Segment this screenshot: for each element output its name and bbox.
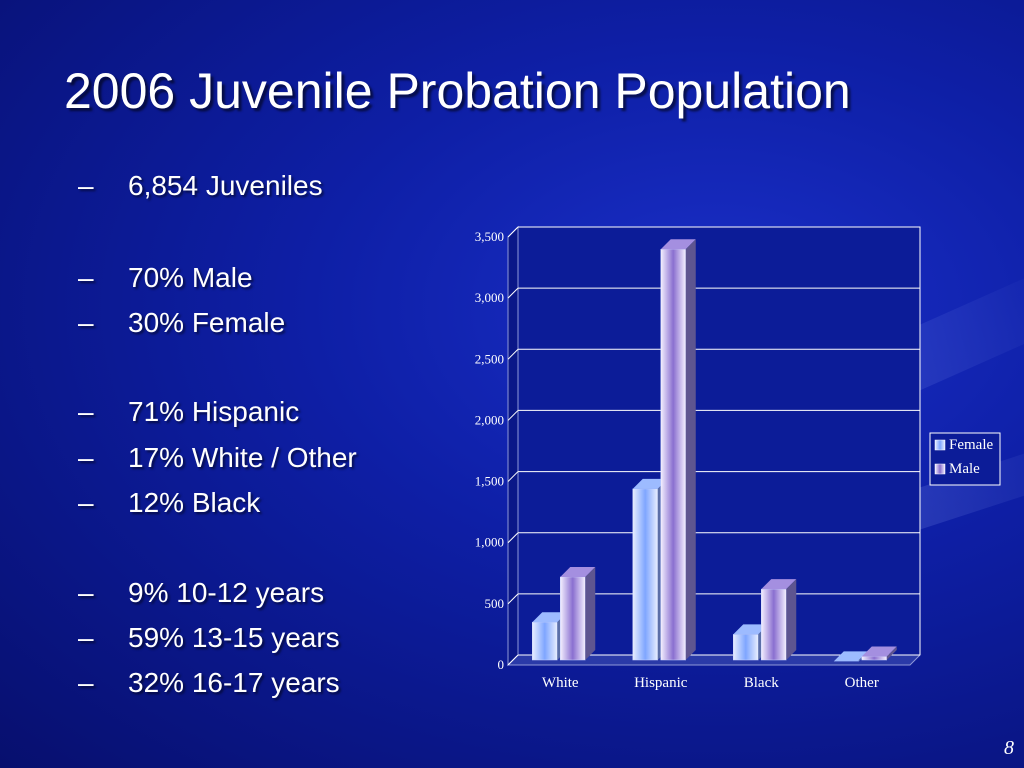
bar-front (632, 488, 658, 661)
x-tick-label: Other (845, 675, 879, 691)
bar-front (861, 656, 887, 661)
bullet-marker: – (78, 622, 94, 653)
bullet-text: 17% White / Other (128, 442, 357, 473)
bullet-item: – 9% 10-12 years (78, 577, 324, 609)
y-tick-label: 500 (485, 596, 505, 611)
bar-top (560, 566, 596, 577)
slide-number: 8 (1004, 737, 1014, 759)
bullet-item: – 59% 13-15 years (78, 622, 340, 654)
gridline-depth (507, 348, 519, 360)
y-tick-label: 3,000 (475, 290, 504, 305)
gridline-depth (507, 532, 519, 544)
bullet-text: 12% Black (128, 487, 261, 518)
bullet-marker: – (78, 667, 94, 698)
bar-top (532, 612, 568, 623)
bar-male (560, 566, 596, 661)
bar-top (733, 624, 769, 635)
gridline-depth (507, 471, 519, 482)
y-tick-label: 2,000 (475, 412, 504, 427)
bar-male (660, 239, 696, 661)
bullet-marker: – (78, 442, 94, 473)
legend-label: Female (949, 437, 993, 453)
y-tick-label: 1,000 (475, 535, 504, 550)
bullet-marker: – (78, 487, 94, 518)
bar-side (786, 579, 797, 660)
bar-chart: 0 500 1,000 1,500 2,000 2,500 3,000 3,500 White H… (475, 225, 1001, 691)
y-tick-label: 0 (498, 657, 505, 672)
gridline-depth (507, 593, 519, 605)
bullet-item: – 17% White / Other (78, 442, 357, 474)
bullet-item: – 32% 16-17 years (78, 667, 340, 699)
bar-male (761, 579, 797, 661)
bullet-text: 70% Male (128, 262, 253, 293)
bullet-text: 71% Hispanic (128, 396, 300, 427)
bullet-item: – 12% Black (78, 487, 260, 519)
bar-side (685, 239, 696, 660)
bar-front (660, 248, 686, 661)
bullet-marker: – (78, 396, 94, 427)
legend-swatch (934, 439, 946, 451)
bar-top (861, 646, 897, 657)
bar-side (886, 646, 897, 660)
bar-top (632, 478, 668, 489)
bullet-text: 9% 10-12 years (128, 577, 325, 608)
bar-side (585, 566, 596, 660)
bar-front (733, 634, 759, 661)
bullet-item: – 6,854 Juveniles (78, 170, 323, 202)
gridline-depth (507, 410, 519, 421)
y-tick-label: 2,500 (475, 351, 504, 366)
bullet-text: 59% 13-15 years (128, 622, 340, 653)
bullet-marker: – (78, 307, 94, 338)
bar-male (861, 646, 897, 661)
bullet-item: – 30% Female (78, 307, 285, 339)
x-tick-label: Black (744, 675, 779, 691)
legend-label: Male (949, 461, 980, 477)
bullet-text: 30% Female (128, 307, 286, 338)
bullet-text: 6,854 Juveniles (128, 170, 323, 201)
bullet-item: – 70% Male (78, 262, 253, 294)
x-tick-label: Hispanic (634, 675, 688, 691)
bar-front (532, 621, 558, 661)
y-tick-label: 1,500 (475, 474, 504, 489)
bullet-marker: – (78, 170, 94, 201)
legend-swatch (934, 463, 946, 475)
bullet-marker: – (78, 262, 94, 293)
x-tick-label: White (542, 675, 579, 691)
bar-front (761, 588, 787, 661)
bullet-marker: – (78, 577, 94, 608)
gridline-depth (507, 654, 519, 666)
gridline-depth (507, 226, 519, 238)
bar-top (660, 239, 696, 250)
gridline-depth (507, 287, 519, 299)
bullet-item: – 71% Hispanic (78, 396, 299, 428)
bar-female (733, 624, 769, 661)
slide-title: 2006 Juvenile Probation Population (64, 63, 851, 119)
bullet-text: 32% 16-17 years (128, 667, 340, 698)
y-tick-label: 3,500 (475, 229, 504, 244)
bar-top (761, 579, 797, 590)
bar-front (560, 576, 586, 661)
